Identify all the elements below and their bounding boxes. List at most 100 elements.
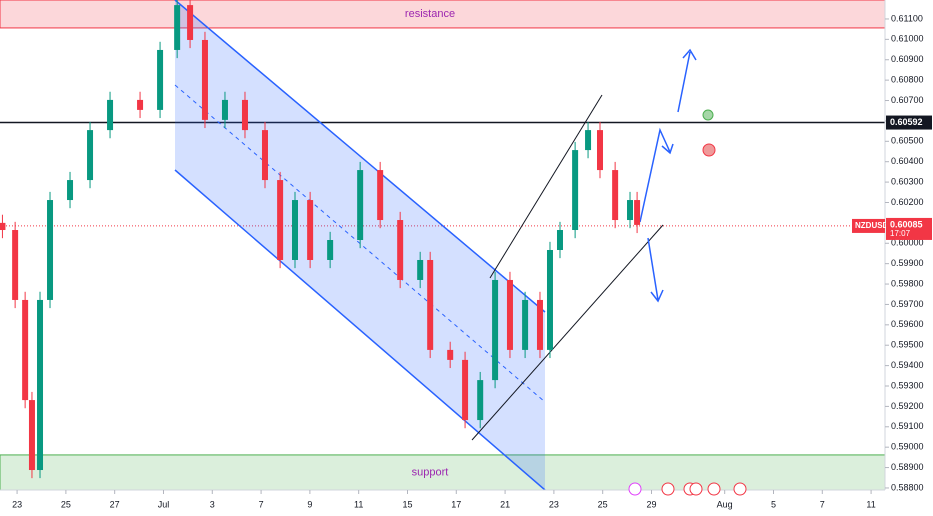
y-tick-label: 0.59600 [891,319,924,329]
candle-body [447,349,454,360]
y-tick-label: 0.60300 [891,176,924,186]
candle-body [627,200,634,221]
candle-body [87,130,94,181]
y-tick-label: 0.61100 [891,13,923,23]
price-label: 0.60085 [890,219,923,229]
signal-green [702,109,714,121]
candle-body [0,222,6,231]
x-tick-label: 17 [451,499,461,509]
x-tick-label: 15 [402,499,412,509]
candle-body [462,359,469,421]
y-tick-label: 0.59300 [891,380,924,390]
icon [661,482,675,496]
candle-body [477,380,484,421]
y-tick-label: 0.60500 [891,136,924,146]
arrow-up [677,48,697,113]
symbol-box [852,218,885,233]
x-tick-label: 11 [354,499,363,509]
labels: 0.611000.610000.609000.608000.607000.606… [12,8,932,509]
candle-body [612,170,619,221]
channel-bottom [174,169,546,490]
x-tick-label: 3 [210,499,215,509]
countdown-label: 17:07 [890,229,911,238]
candle-body [634,200,641,225]
candle-body [417,259,424,280]
candle-body [67,180,74,201]
x-tick-label: 25 [598,499,608,509]
candle-body [107,99,114,131]
candle-body [492,279,499,381]
price-box [886,217,932,240]
zone-label: support [412,466,449,478]
y-tick-label: 0.61000 [891,34,924,44]
candle-body [307,200,314,260]
y-tick-label: 0.60400 [891,156,924,166]
candle-body [22,299,29,401]
candle-body [157,49,164,110]
x-tick-label: 23 [549,499,559,509]
x-tick-label: Aug [717,499,733,509]
x-tick-label: 11 [866,499,875,509]
zone [0,0,885,29]
candle-body [241,99,248,131]
candle-body [261,130,268,181]
candle-body [221,99,228,120]
candle-body [137,99,144,110]
y-tick-label: 0.59400 [891,360,924,370]
candle-body [187,5,194,40]
event-icons [628,482,747,496]
y-tick-label: 0.59200 [891,401,924,411]
candle-body [12,230,19,300]
zone-label: resistance [405,8,455,20]
x-tick-label: 21 [500,499,510,509]
candle-body [585,130,592,151]
arrow-down [647,237,664,303]
candle-body [506,279,513,350]
candle-body [572,150,579,231]
candle-body [47,200,54,300]
candle-body [597,130,604,171]
x-tick-label: Jul [158,499,170,509]
candle-body [357,170,364,241]
candle-body [556,230,563,250]
drawings [174,0,716,490]
wedge-line [489,94,603,279]
y-tick-label: 0.59500 [891,340,924,350]
candle-body [397,220,404,280]
y-tick-label: 0.60700 [891,95,924,105]
symbol-label: NZDUSD [855,221,889,230]
icon [689,482,703,496]
candle-body [327,240,334,260]
y-tick-label: 0.58800 [891,482,924,492]
y-tick-label: 0.58900 [891,462,924,472]
y-tick-label: 0.59700 [891,299,924,309]
level-box [886,115,932,130]
y-tick-label: 0.60800 [891,75,924,85]
x-tick-label: 7 [259,499,264,509]
x-tick-label: 29 [646,499,656,509]
candle-body [174,5,181,50]
x-tick-label: 25 [61,499,71,509]
candle-body [201,39,208,120]
candle-body [546,249,553,350]
x-tick-label: 9 [307,499,312,509]
x-tick-label: 5 [771,499,776,509]
candle-body [28,400,35,471]
x-tick-label: 23 [12,499,22,509]
candle-body [277,180,284,260]
icon [707,482,721,496]
candles [0,0,641,479]
icon [628,482,642,496]
y-tick-label: 0.59100 [891,421,924,431]
arrow-zigzag [639,127,674,223]
channel-top [174,0,546,313]
y-tick-label: 0.60000 [891,238,924,248]
icon [733,482,747,496]
candle-body [292,200,298,260]
level-label: 0.60592 [890,117,923,127]
y-tick-label: 0.60900 [891,54,924,64]
y-tick-label: 0.59800 [891,278,924,288]
y-tick-label: 0.60200 [891,197,924,207]
candle-body [522,299,529,350]
